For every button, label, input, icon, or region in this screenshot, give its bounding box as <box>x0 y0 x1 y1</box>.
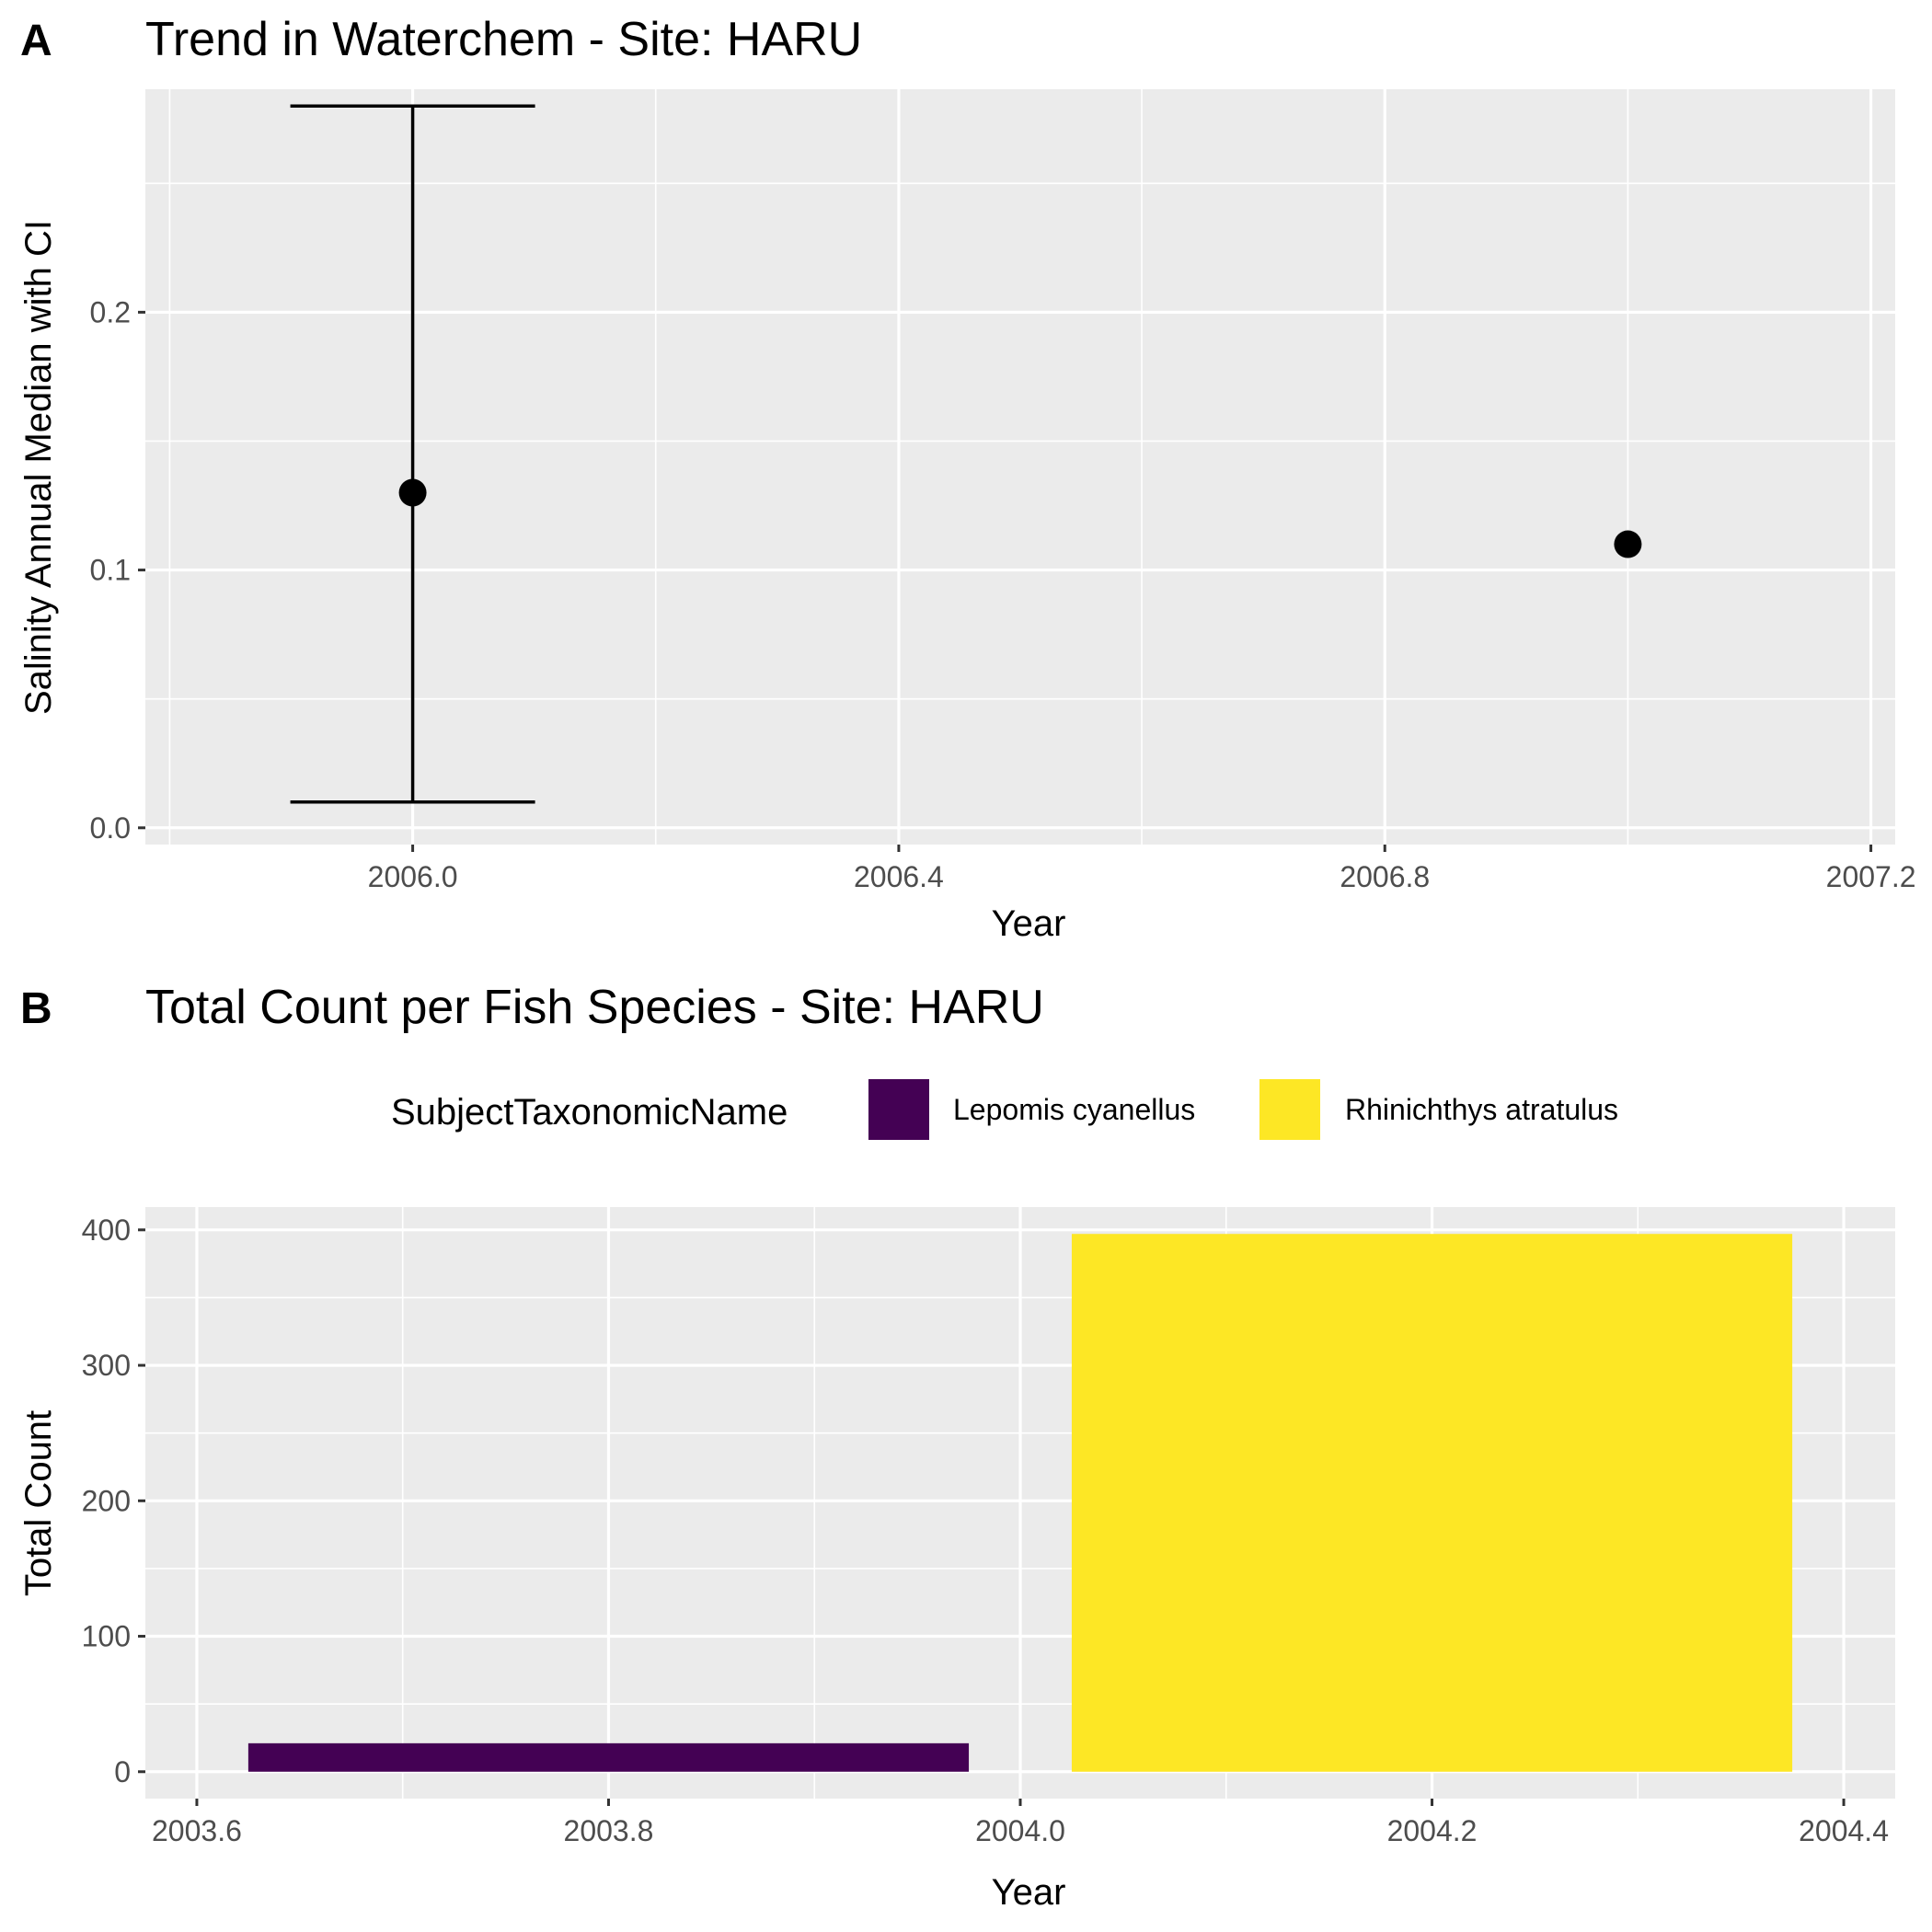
y-tick-label-0: 0.0 <box>90 811 131 845</box>
y-tick-label-100: 100 <box>82 1620 131 1653</box>
panel-a-x-axis-title: Year <box>992 903 1066 944</box>
panel-b-tag: B <box>20 984 52 1033</box>
bar-rhinichthys-atratulus <box>1071 1234 1793 1772</box>
y-tick-label-0-2: 0.2 <box>90 295 131 328</box>
panel-a-ticks: 2006.0 2006.4 2006.8 2007.2 0.0 0.1 0.2 <box>90 295 1916 893</box>
x-tick-label-2007-2: 2007.2 <box>1826 860 1916 893</box>
y-tick-label-0: 0 <box>114 1755 131 1788</box>
panel-a-tag: A <box>20 17 52 65</box>
panel-b-title: Total Count per Fish Species - Site: HAR… <box>145 981 1044 1034</box>
x-tick-label-2006-4: 2006.4 <box>854 860 944 893</box>
y-tick-label-400: 400 <box>82 1213 131 1247</box>
x-tick-label-2004-2: 2004.2 <box>1387 1814 1478 1847</box>
panel-a: A Trend in Waterchem - Site: HARU 2006.0… <box>18 13 1916 944</box>
y-tick-label-300: 300 <box>82 1349 131 1382</box>
x-tick-label-2003-6: 2003.6 <box>152 1814 242 1847</box>
y-tick-label-0-1: 0.1 <box>90 554 131 587</box>
panel-b-legend: SubjectTaxonomicName Lepomis cyanellus R… <box>391 1079 1618 1140</box>
panel-a-plot-background <box>145 89 1895 845</box>
legend-key-lepomis-cyanellus <box>868 1079 929 1140</box>
x-tick-label-2006-8: 2006.8 <box>1340 860 1430 893</box>
x-tick-label-2003-8: 2003.8 <box>564 1814 654 1847</box>
x-tick-label-2004-4: 2004.4 <box>1799 1814 1889 1847</box>
x-tick-label-2004: 2004.0 <box>975 1814 1065 1847</box>
data-point-1 <box>1614 530 1642 558</box>
panel-b: B Total Count per Fish Species - Site: H… <box>18 981 1895 1913</box>
panel-b-ticks: 2003.6 2003.8 2004.0 2004.2 2004.4 0 100 200 300… <box>82 1213 1889 1847</box>
panel-a-marks <box>290 104 1642 804</box>
x-tick-label-2006: 2006.0 <box>368 860 458 893</box>
panel-a-y-axis-title: Salinity Annual Median with CI <box>18 220 59 715</box>
y-tick-label-200: 200 <box>82 1484 131 1517</box>
legend-title: SubjectTaxonomicName <box>391 1092 788 1133</box>
legend-key-rhinichthys-atratulus <box>1259 1079 1320 1140</box>
panel-b-y-axis-title: Total Count <box>18 1410 59 1596</box>
legend-label-lepomis-cyanellus: Lepomis cyanellus <box>953 1093 1195 1126</box>
panel-a-gridlines <box>145 89 1895 845</box>
data-point-0 <box>398 478 427 507</box>
panel-b-marks <box>247 1234 1793 1772</box>
panel-b-x-axis-title: Year <box>992 1872 1066 1913</box>
panel-a-title: Trend in Waterchem - Site: HARU <box>145 13 862 66</box>
bar-lepomis-cyanellus <box>247 1742 970 1772</box>
legend-label-rhinichthys-atratulus: Rhinichthys atratulus <box>1345 1093 1618 1126</box>
